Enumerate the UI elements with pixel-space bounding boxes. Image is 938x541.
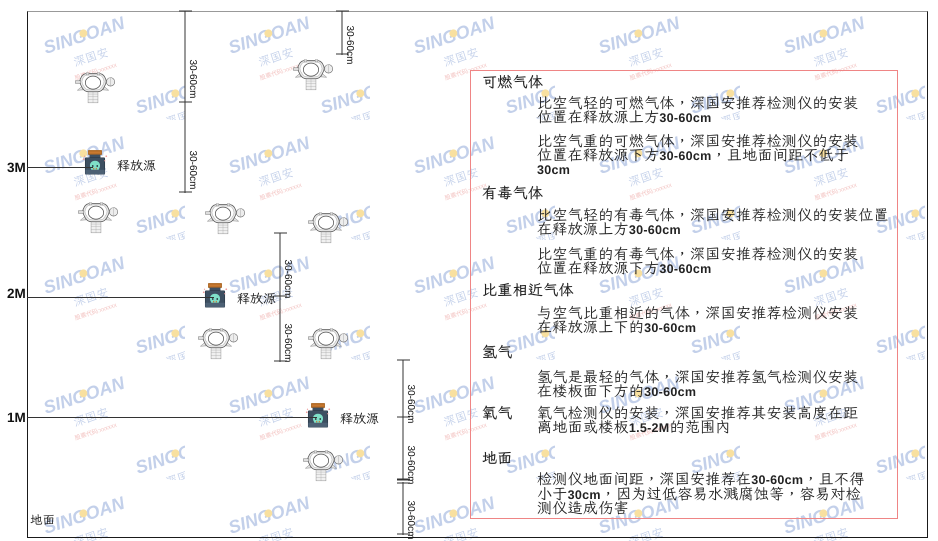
svg-text:30-60cm: 30-60cm [187,60,198,99]
svg-text:30-60cm: 30-60cm [405,501,416,540]
svg-text:30-60cm: 30-60cm [282,324,293,363]
svg-text:30-60cm: 30-60cm [344,26,355,65]
svg-text:30-60cm: 30-60cm [282,260,293,299]
svg-text:30-60cm: 30-60cm [405,446,416,485]
svg-text:30-60cm: 30-60cm [187,151,198,190]
